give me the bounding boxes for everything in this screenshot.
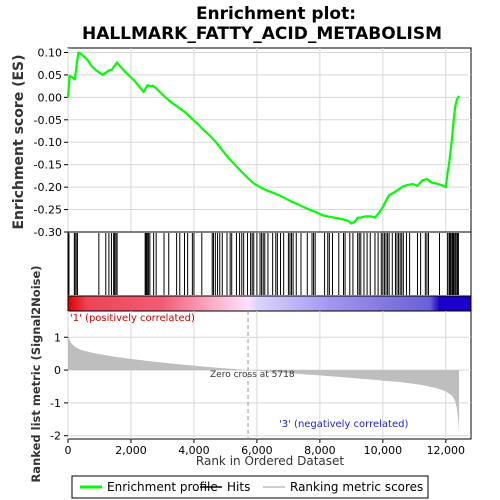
x-tick-label: 8,000	[304, 444, 336, 457]
enrichment-profile-polyline	[66, 51, 460, 225]
hit-marks	[68, 233, 459, 295]
es-y-tick-label: 0.10	[38, 46, 63, 59]
legend-label: Hits	[227, 480, 250, 494]
es-panel-frame	[67, 47, 472, 233]
es-y-axis-label: Enrichment score (ES)	[11, 54, 27, 229]
x-tick-label: 0	[65, 444, 72, 457]
metric-y-tick-label: -1	[50, 397, 61, 410]
x-axis-label: Rank in Ordered Dataset	[196, 454, 344, 468]
positive-label: '1' (positively correlated)	[70, 313, 195, 324]
es-y-tick-label: -0.15	[34, 159, 62, 172]
chart-title: Enrichment plot:	[196, 4, 356, 24]
ranking-heatmap-strip	[67, 295, 472, 312]
es-y-tick-label: 0.05	[38, 69, 63, 82]
ranking-metric-area	[68, 322, 459, 433]
es-y-tick-label: -0.30	[34, 226, 62, 239]
enrichment-profile-line	[66, 51, 460, 225]
legend-box	[71, 475, 429, 499]
legend-label: Ranking metric scores	[290, 480, 423, 494]
x-axis-ticks: 0 2,000 4,000 6,000 8,000 10,000 12,000	[65, 439, 466, 457]
metric-y-ticks: 1 0 -1 -2	[50, 331, 68, 443]
es-y-tick-label: 0.00	[38, 91, 63, 104]
es-y-tick-label: -0.20	[34, 181, 62, 194]
metric-y-tick-label: -2	[50, 430, 61, 443]
es-y-tick-label: -0.05	[34, 114, 62, 127]
x-tick-label: 4,000	[178, 444, 210, 457]
negative-label: '3' (negatively correlated)	[279, 419, 408, 430]
x-tick-label: 10,000	[364, 444, 403, 457]
es-y-tick-label: -0.25	[34, 204, 62, 217]
legend: Enrichment profile Hits Ranking metric sco…	[80, 480, 423, 494]
metric-y-axis-label: Ranked list metric (Signal2Noise)	[29, 265, 43, 482]
chart-subtitle: HALLMARK_FATTY_ACID_METABOLISM	[82, 24, 442, 44]
x-tick-label: 6,000	[241, 444, 273, 457]
x-tick-label: 2,000	[115, 444, 147, 457]
es-y-tick-label: -0.10	[34, 136, 62, 149]
hits-panel-frame	[67, 231, 472, 297]
metric-y-tick-label: 0	[54, 364, 61, 377]
legend-label: Enrichment profile	[107, 480, 218, 494]
metric-y-tick-label: 1	[54, 331, 61, 344]
zero-cross-label: Zero cross at 5718	[210, 370, 295, 380]
es-y-ticks: 0.10 0.05 0.00 -0.05 -0.10 -0.15 -0.20 -0.25 -0.…	[34, 46, 68, 239]
x-tick-label: 12,000	[427, 444, 466, 457]
